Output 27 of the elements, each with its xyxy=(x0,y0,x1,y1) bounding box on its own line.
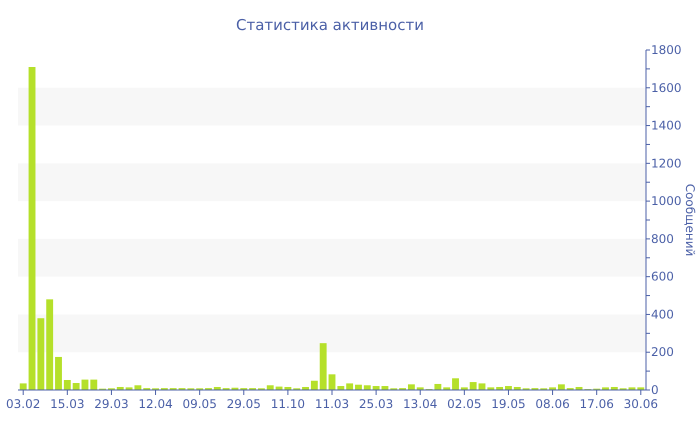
y-axis-title: Сообщений xyxy=(683,184,697,256)
y-tick-label: 0 xyxy=(651,383,659,397)
x-tick-label: 29.05 xyxy=(226,397,261,411)
y-tick-label: 1800 xyxy=(651,43,682,57)
y-tick-label: 800 xyxy=(651,232,674,246)
y-tick-label: 1400 xyxy=(651,118,682,133)
x-tick-label: 09.05 xyxy=(182,397,217,411)
x-tick-label: 30.06 xyxy=(624,397,658,411)
y-tick-label: 600 xyxy=(651,270,674,284)
y-tick-label: 400 xyxy=(651,307,674,322)
x-tick-label: 15.03 xyxy=(50,397,84,411)
x-tick-label: 11.03 xyxy=(314,397,350,411)
x-tick-label: 12.04 xyxy=(138,397,173,411)
x-tick-label: 08.06 xyxy=(535,397,570,411)
y-tick-label: 1200 xyxy=(651,156,682,170)
y-tick-label: 200 xyxy=(651,345,674,360)
x-tick-label: 11.10 xyxy=(270,397,306,411)
x-tick-label: 25.03 xyxy=(358,397,394,411)
x-tick-label: 13.04 xyxy=(403,397,438,411)
y-tick-label: 1000 xyxy=(651,194,682,208)
x-tick-label: 29.03 xyxy=(94,397,129,411)
chart-title: Статистика активности xyxy=(236,16,424,34)
x-tick-label: 02.05 xyxy=(447,397,482,411)
x-tick-label: 19.05 xyxy=(491,397,526,411)
x-tick-label: 17.06 xyxy=(580,397,614,411)
x-tick-label: 03.02 xyxy=(6,397,40,411)
y-tick-label: 1600 xyxy=(651,80,682,95)
